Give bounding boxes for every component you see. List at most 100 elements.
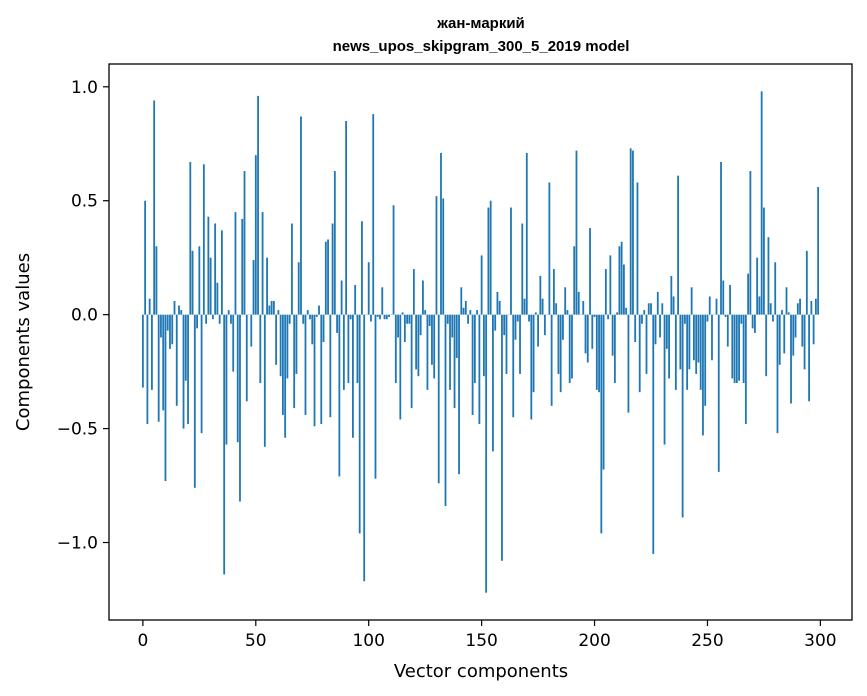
bar-141 <box>460 287 463 315</box>
bar-88 <box>340 280 343 315</box>
bar-52 <box>259 314 262 384</box>
bar-211 <box>618 246 621 315</box>
bar-77 <box>315 314 318 317</box>
bar-60 <box>277 310 280 315</box>
bar-89 <box>342 314 345 390</box>
bar-257 <box>722 280 725 315</box>
bar-13 <box>171 314 174 345</box>
bar-116 <box>403 314 406 342</box>
bar-221 <box>641 314 643 324</box>
bar-107 <box>383 314 386 320</box>
bar-215 <box>627 314 630 413</box>
bar-238 <box>679 314 682 370</box>
bar-181 <box>550 314 553 406</box>
bar-260 <box>729 285 731 315</box>
bar-84 <box>331 223 334 315</box>
y-tick-label: 0.5 <box>71 192 98 212</box>
bar-273 <box>758 296 761 315</box>
bar-177 <box>541 298 544 315</box>
bar-176 <box>539 275 542 315</box>
bar-280 <box>774 262 777 315</box>
bar-131 <box>437 314 440 484</box>
bar-140 <box>458 314 460 475</box>
chart-title-line-2: news_upos_skipgram_300_5_2019 model <box>333 38 630 55</box>
bar-113 <box>397 314 399 338</box>
bar-251 <box>708 296 711 315</box>
bar-41 <box>234 212 237 315</box>
bar-33 <box>216 282 219 315</box>
bar-123 <box>419 314 422 336</box>
bar-189 <box>568 314 571 384</box>
bar-182 <box>552 269 555 315</box>
bar-18 <box>182 314 185 429</box>
y-tick-label: −1.0 <box>57 534 98 554</box>
bar-155 <box>492 314 494 452</box>
bar-156 <box>494 314 497 331</box>
bar-261 <box>731 314 734 379</box>
x-tick-label: 200 <box>578 631 610 651</box>
bar-17 <box>180 310 183 315</box>
bar-214 <box>625 307 628 315</box>
bar-15 <box>175 314 178 406</box>
bar-186 <box>562 314 564 340</box>
bar-219 <box>636 182 639 315</box>
bar-117 <box>406 314 409 324</box>
bar-14 <box>173 300 176 315</box>
bar-152 <box>485 314 488 593</box>
bar-48 <box>250 314 253 347</box>
bar-269 <box>749 171 752 315</box>
bar-62 <box>281 314 284 415</box>
bar-191 <box>573 246 576 315</box>
bar-34 <box>218 314 221 324</box>
bar-147 <box>473 314 476 384</box>
bar-209 <box>613 314 616 384</box>
bar-241 <box>686 314 689 390</box>
bar-1 <box>144 200 147 315</box>
bar-163 <box>510 207 512 315</box>
bar-10 <box>164 314 167 481</box>
bar-294 <box>805 250 808 315</box>
bar-12 <box>169 314 171 349</box>
bar-67 <box>293 314 296 409</box>
bar-106 <box>381 287 384 315</box>
bar-105 <box>379 314 381 320</box>
bar-0 <box>141 314 144 388</box>
bar-120 <box>412 269 415 315</box>
bar-173 <box>532 314 535 393</box>
bar-199 <box>591 314 594 349</box>
bar-94 <box>354 285 357 315</box>
x-tick-label: 50 <box>245 631 267 651</box>
bar-142 <box>462 307 465 315</box>
bar-58 <box>272 300 275 315</box>
bar-66 <box>291 223 293 315</box>
bar-255 <box>717 314 720 472</box>
bar-96 <box>358 314 361 534</box>
bar-247 <box>699 314 702 390</box>
bar-266 <box>742 314 745 384</box>
x-tick-label: 0 <box>137 631 148 651</box>
bar-144 <box>467 314 469 324</box>
bar-59 <box>275 314 278 365</box>
bar-212 <box>620 241 623 315</box>
bar-196 <box>584 314 587 354</box>
bar-145 <box>469 310 472 315</box>
bar-272 <box>756 257 759 315</box>
bar-237 <box>677 175 680 315</box>
x-tick-label: 250 <box>691 631 723 651</box>
bar-248 <box>702 314 704 436</box>
bar-183 <box>555 303 558 315</box>
x-axis-ticks: 0 50 100 150 200 250 300 <box>137 620 837 651</box>
bar-151 <box>482 314 485 377</box>
bar-271 <box>753 314 756 333</box>
bar-2 <box>146 314 149 425</box>
bar-184 <box>557 314 560 374</box>
bar-76 <box>313 314 316 427</box>
bar-279 <box>772 314 774 322</box>
bar-49 <box>252 259 255 315</box>
bar-254 <box>715 298 718 315</box>
bar-74 <box>309 314 311 320</box>
bar-22 <box>191 250 194 315</box>
bar-118 <box>408 314 411 324</box>
bar-200 <box>593 314 596 317</box>
bar-296 <box>810 300 813 315</box>
